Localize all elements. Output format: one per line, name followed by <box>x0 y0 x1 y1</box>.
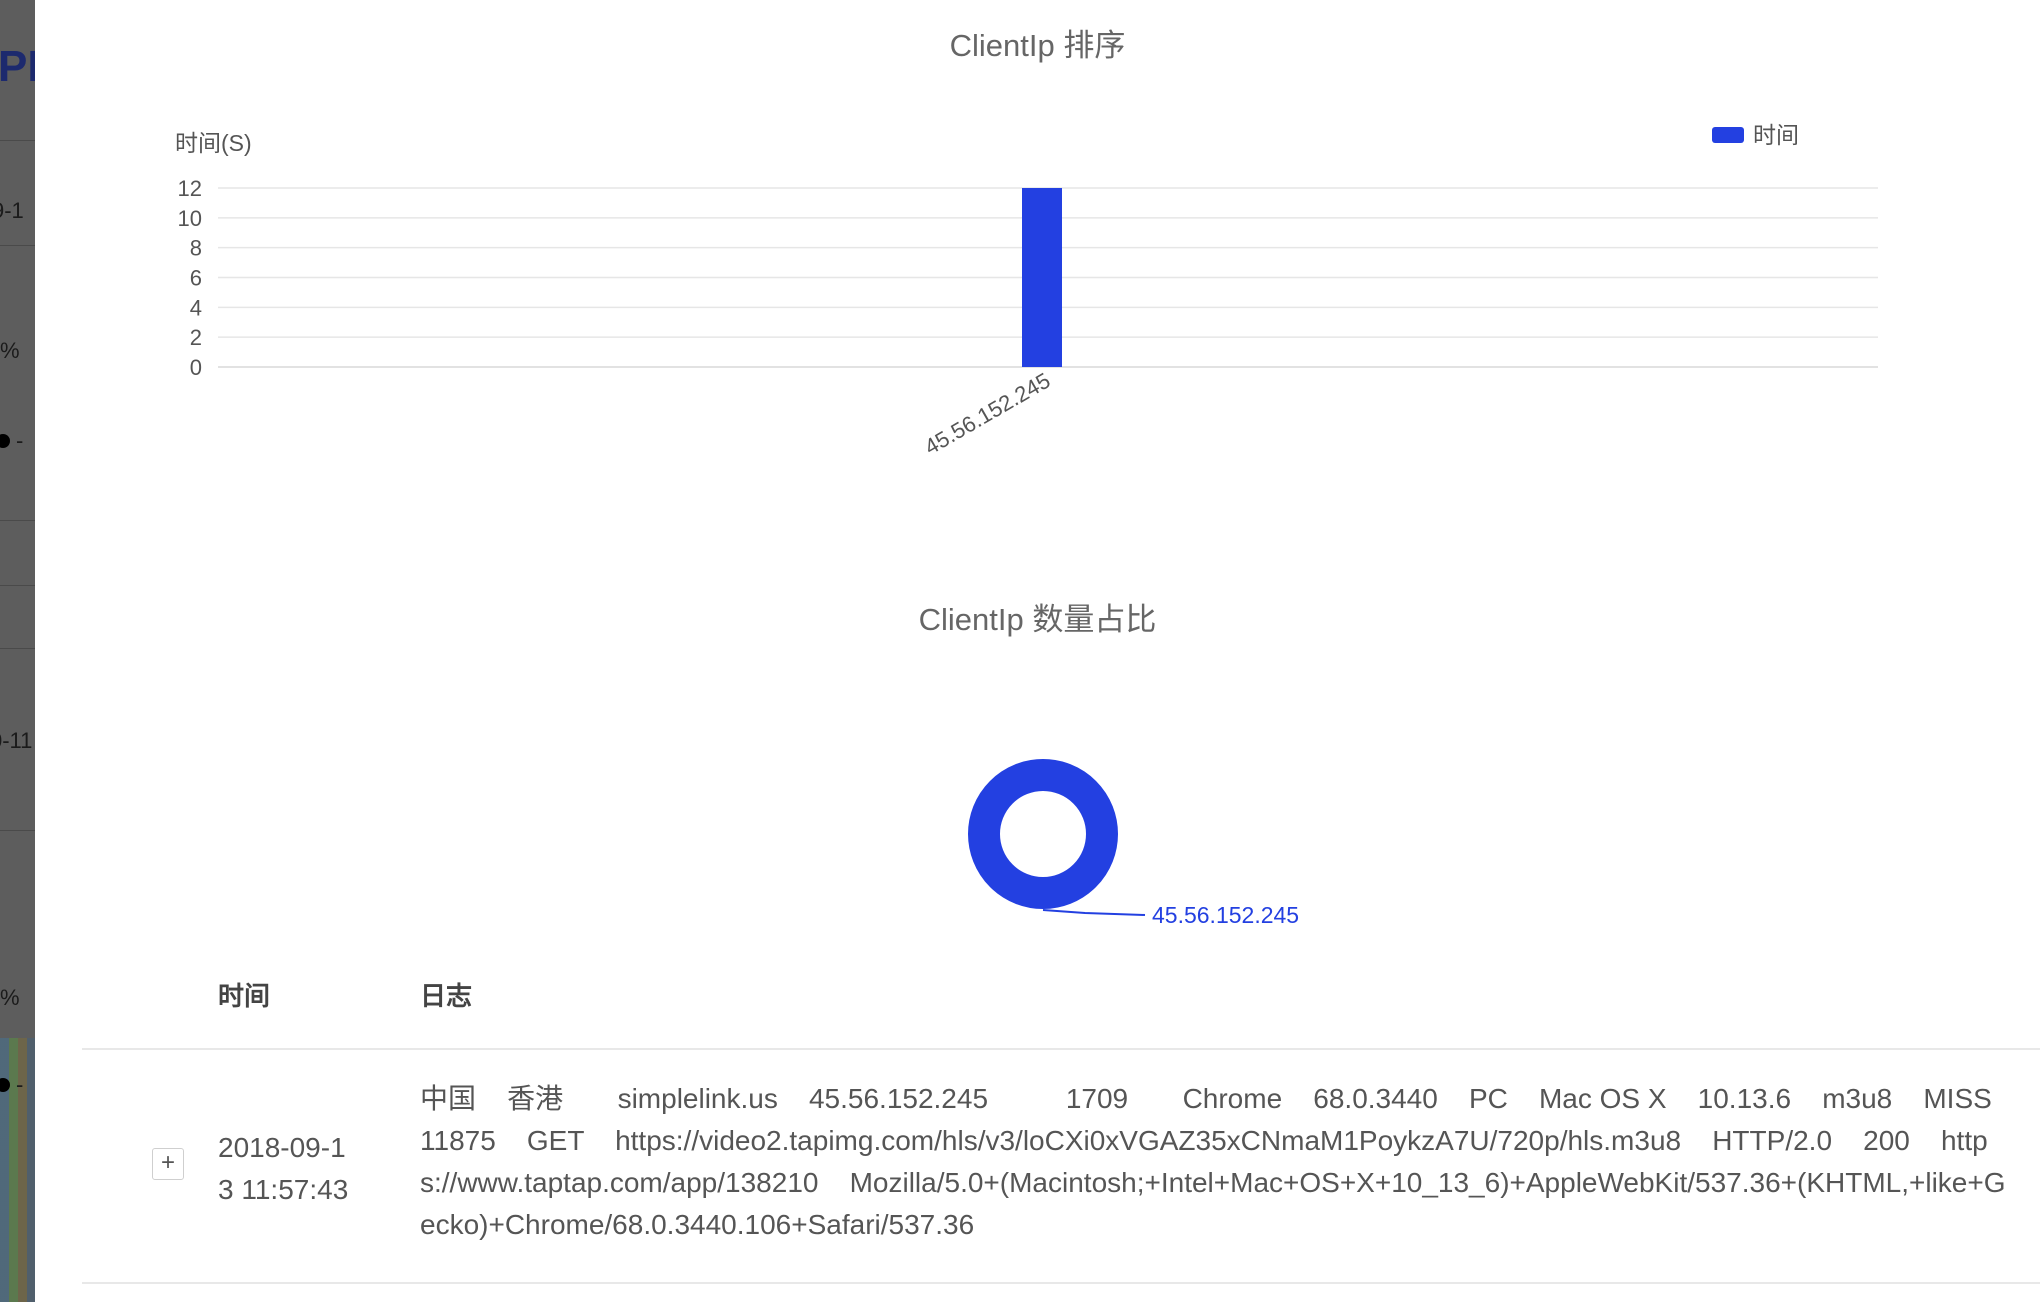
y-axis-ticks: 0 2 4 6 8 10 12 <box>178 176 202 380</box>
divider <box>0 245 35 246</box>
y-tick-label: 12 <box>178 176 202 201</box>
pie-slice-45-56-152-245[interactable] <box>968 759 1118 909</box>
bar-45-56-152-245[interactable] <box>1022 188 1062 367</box>
background-text-fragment: % <box>0 985 20 1010</box>
y-tick-label: 2 <box>190 325 202 350</box>
bar-chart-title: ClientIp 排序 <box>949 28 1126 63</box>
divider <box>0 830 35 831</box>
table-row: + 2018-09-13 11:57:43 中国 香港 simplelink.u… <box>82 1050 2040 1284</box>
expand-row-button[interactable]: + <box>152 1148 184 1180</box>
chart-legend[interactable]: 时间 <box>1712 122 1799 148</box>
y-tick-label: 10 <box>178 206 202 231</box>
detail-drawer: ClientIp 排序 时间(S) 0 2 4 6 8 10 12 45.56.152.24… <box>35 0 2040 1302</box>
legend-label[interactable]: 时间 <box>1753 122 1799 148</box>
y-tick-label: 4 <box>190 295 202 320</box>
table-header: 时间 日志 <box>82 950 2040 1050</box>
row-time: 2018-09-13 11:57:43 <box>218 1132 349 1205</box>
background-dot <box>0 1078 10 1092</box>
background-text-fragment: - <box>16 1072 24 1097</box>
divider <box>0 140 35 141</box>
y-tick-label: 0 <box>190 355 202 380</box>
y-tick-label: 8 <box>190 236 202 261</box>
pie-slice-label: 45.56.152.245 <box>1152 902 1299 928</box>
background-title-fragment: PI <box>0 42 35 91</box>
column-header-time: 时间 <box>218 981 271 1011</box>
divider <box>0 585 35 586</box>
bar-series <box>1022 188 1062 367</box>
y-axis-name: 时间(S) <box>175 130 252 156</box>
background-dot <box>0 434 10 448</box>
legend-swatch[interactable] <box>1712 127 1744 143</box>
row-log: 中国 香港 simplelink.us 45.56.152.245 1709 C… <box>420 1083 2023 1240</box>
divider <box>0 648 35 649</box>
divider <box>0 520 35 521</box>
background-text-fragment: 0-11 <box>0 728 33 753</box>
background-page-overlay: PI 9-1 % - 0-11 % - <box>0 0 35 1302</box>
pie-chart: 45.56.152.245 <box>968 759 1299 928</box>
background-text-fragment: % <box>0 338 20 363</box>
pie-label-line <box>1042 909 1146 916</box>
column-header-log: 日志 <box>420 981 473 1011</box>
background-text-fragment: - <box>16 428 24 453</box>
background-text-fragment: 9-1 <box>0 198 24 223</box>
log-table: 时间 日志 + 2018-09-13 11:57:43 中国 香港 simple… <box>82 950 2040 1284</box>
y-tick-label: 6 <box>190 266 202 291</box>
pie-chart-title: ClientIp 数量占比 <box>918 602 1157 637</box>
